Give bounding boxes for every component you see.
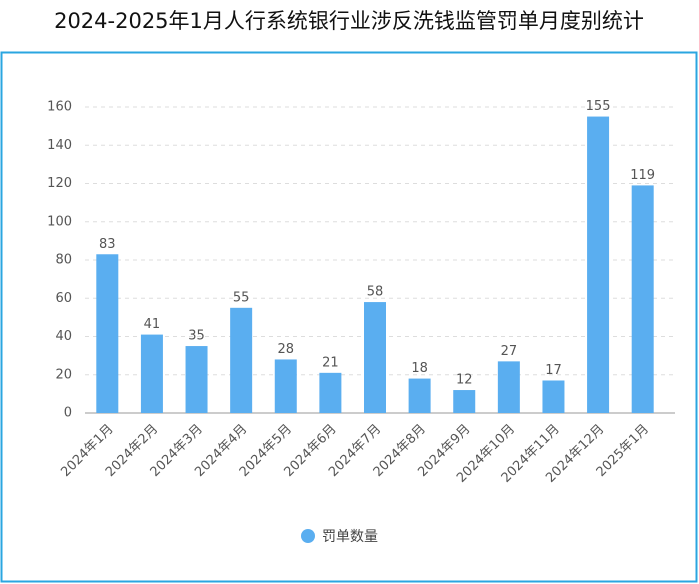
y-tick-label: 0 (64, 406, 72, 421)
bar (319, 372, 342, 413)
bar (497, 361, 520, 413)
data-label: 35 (188, 329, 205, 344)
data-label: 58 (367, 285, 384, 300)
data-label: 18 (411, 361, 428, 376)
data-label: 155 (586, 99, 611, 114)
y-tick-label: 160 (47, 100, 72, 115)
y-tick-label: 60 (55, 291, 72, 306)
bar (542, 380, 565, 413)
bar (96, 254, 119, 413)
data-label: 28 (277, 342, 294, 357)
data-label: 17 (545, 363, 562, 378)
data-label: 12 (456, 373, 473, 388)
data-label: 119 (630, 168, 655, 183)
y-tick-label: 40 (55, 329, 72, 344)
legend-label: 罚单数量 (322, 529, 378, 545)
bar (453, 390, 476, 413)
bar (274, 359, 297, 413)
legend-marker (301, 529, 315, 543)
bar (364, 302, 386, 413)
chart-frame (0, 51, 698, 583)
data-label: 41 (144, 317, 161, 332)
y-tick-label: 80 (55, 253, 72, 268)
data-label: 83 (99, 237, 116, 252)
bar (185, 346, 208, 413)
y-tick-label: 120 (47, 176, 72, 191)
bar (140, 334, 163, 413)
bar (631, 185, 654, 413)
data-label: 21 (322, 355, 339, 370)
chart-title: 2024-2025年1月人行系统银行业涉反洗钱监管罚单月度别统计 (54, 9, 644, 33)
data-label: 27 (501, 344, 518, 359)
y-tick-label: 100 (47, 214, 72, 229)
y-tick-label: 20 (55, 367, 72, 382)
y-tick-label: 140 (47, 138, 72, 153)
bar (587, 116, 610, 413)
data-label: 55 (233, 290, 250, 305)
bar (408, 378, 431, 413)
bar (230, 307, 253, 413)
